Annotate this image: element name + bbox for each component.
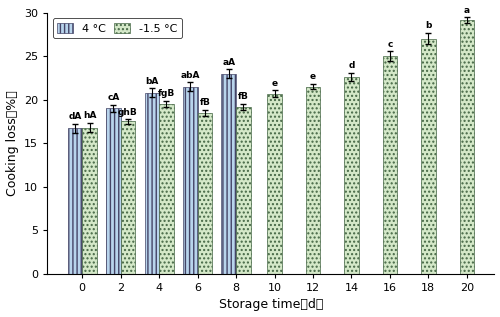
Text: e: e <box>272 79 278 88</box>
Text: c: c <box>387 40 392 49</box>
Text: bA: bA <box>145 77 158 86</box>
Text: e: e <box>310 72 316 81</box>
Text: fgB: fgB <box>158 89 175 98</box>
Bar <box>236 107 250 274</box>
Bar <box>106 108 120 274</box>
Bar <box>198 113 212 274</box>
Text: hA: hA <box>83 111 96 120</box>
Text: b: b <box>425 21 432 30</box>
Text: dA: dA <box>68 113 82 121</box>
Bar <box>159 104 174 274</box>
Legend: 4 °C, -1.5 °C: 4 °C, -1.5 °C <box>53 18 182 38</box>
Bar <box>306 87 320 274</box>
Bar <box>183 87 198 274</box>
Text: a: a <box>464 6 470 15</box>
Text: fB: fB <box>200 98 210 107</box>
Text: cA: cA <box>107 93 120 102</box>
Text: fB: fB <box>238 92 249 101</box>
Text: ghB: ghB <box>118 108 138 117</box>
Y-axis label: Cooking loss（%）: Cooking loss（%） <box>6 90 18 196</box>
Bar <box>222 74 236 274</box>
Bar <box>344 77 358 274</box>
Bar <box>144 93 159 274</box>
X-axis label: Storage time（d）: Storage time（d） <box>218 298 323 311</box>
Bar <box>267 94 282 274</box>
Bar <box>82 127 97 274</box>
Text: d: d <box>348 61 354 70</box>
Text: abA: abA <box>180 71 200 80</box>
Bar <box>382 56 397 274</box>
Text: aA: aA <box>222 57 235 67</box>
Bar <box>120 121 136 274</box>
Bar <box>421 39 436 274</box>
Bar <box>68 128 82 274</box>
Bar <box>460 20 474 274</box>
